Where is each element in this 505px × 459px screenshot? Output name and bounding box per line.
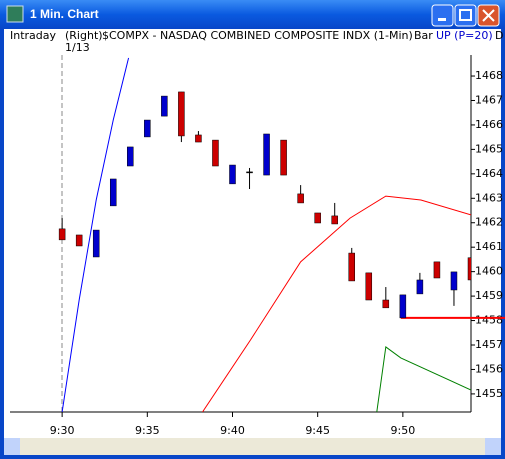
y-tick-label: 1466 [475,118,503,131]
x-tick-label: 9:30 [50,424,75,437]
candle-body [416,279,424,295]
overlay-line [61,57,130,412]
candle-body [331,215,338,225]
candle-body [365,272,373,301]
candle-body [399,294,407,319]
candle-body [297,193,304,204]
x-tick-label: 9:45 [305,424,330,437]
y-tick-label: 1457 [475,338,503,351]
candle-body [58,228,66,241]
y-tick-label: 1467 [475,93,503,106]
minimize-icon [438,18,446,21]
y-tick-label: 1465 [475,142,503,155]
window-title: 1 Min. Chart [30,7,99,21]
scrollbar[interactable] [4,438,501,455]
candle-body [127,146,134,167]
header-mode: Intraday [10,29,57,42]
y-tick-label: 1459 [475,289,503,302]
header-indicator: UP (P=20) [436,29,493,42]
x-tick-label: 9:50 [391,424,416,437]
y-tick-label: 1458 [475,314,503,327]
candle-body [195,134,202,143]
minimize-button[interactable] [431,4,454,27]
candle-body [92,229,100,258]
candle-body [144,119,151,138]
scroll-left[interactable] [4,438,20,455]
maximize-button[interactable] [454,4,477,27]
scroll-right[interactable] [485,438,501,455]
candle-body [280,139,287,176]
app-icon [6,5,24,23]
y-tick-label: 1463 [475,191,503,204]
candle-body [348,252,355,282]
y-tick-label: 1468 [475,69,503,82]
candle-body [161,95,168,117]
header-style: Bar [414,29,433,42]
candle-body [246,171,253,174]
x-tick-label: 9:40 [220,424,245,437]
header-date: 1/13 [65,41,90,54]
candle-body [75,234,83,247]
y-tick-label: 1456 [475,362,503,375]
candle-body [263,133,270,176]
overlay-line [376,346,471,412]
y-tick-label: 1464 [475,167,503,180]
title-bar [0,0,505,29]
x-tick-label: 9:35 [135,424,160,437]
close-icon [482,9,495,22]
y-tick-label: 1455 [475,387,503,400]
y-tick-label: 1460 [475,265,503,278]
y-tick-label: 1462 [475,216,503,229]
candle-body [212,139,219,167]
candle-body [450,271,458,291]
maximize-icon [459,9,472,21]
candle-body [178,91,185,137]
header-cut: D [495,29,503,42]
candle-body [433,261,441,279]
candle-body [109,178,117,207]
client-area [4,29,501,455]
y-tick-label: 1461 [475,240,503,253]
candle-body [314,212,321,224]
candle-body [467,257,471,281]
overlay-line [202,195,471,412]
candle-body [382,299,390,309]
candle-body [229,164,236,185]
header-side: (Right) [65,29,103,42]
header-symbol: $COMPX - NASDAQ COMBINED COMPOSITE INDX … [102,29,413,42]
